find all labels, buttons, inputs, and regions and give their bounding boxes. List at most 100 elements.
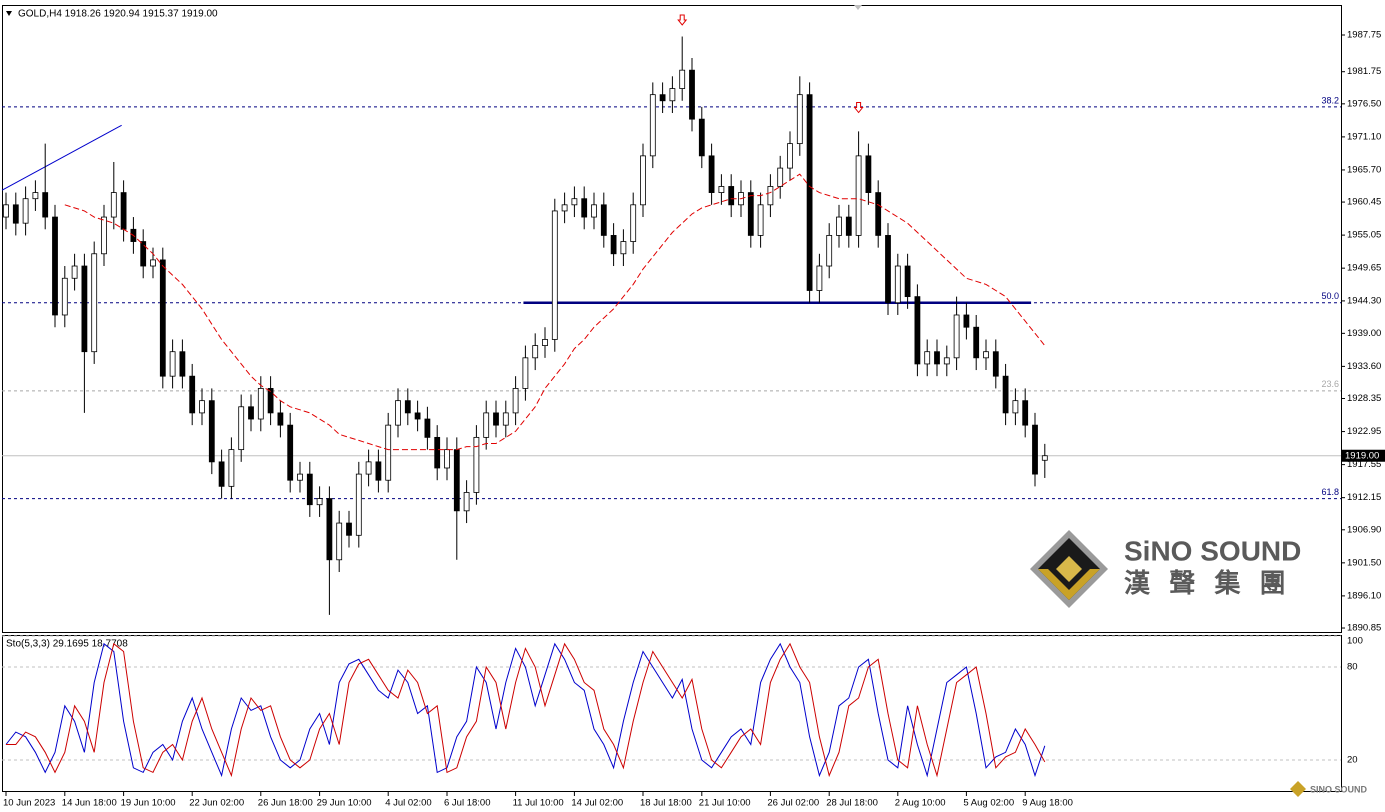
candle-body [904, 265, 911, 298]
main-panel [2, 5, 1342, 633]
fib-label: 23.6 [1321, 379, 1339, 389]
candle-body [395, 400, 401, 426]
candle-body [110, 192, 117, 218]
y-tick-label: 1971.10 [1347, 131, 1381, 142]
candle-body [561, 204, 568, 212]
fib-label: 38.2 [1321, 95, 1339, 105]
logo: SiNO SOUND 漢 聲 集 團 [1030, 530, 1301, 608]
candle-body [120, 192, 127, 230]
candle-body [600, 204, 607, 236]
candle-body [1041, 455, 1048, 461]
candle-body [845, 216, 852, 236]
candle-body [42, 192, 49, 218]
candle-body [885, 235, 891, 304]
watermark: SINO SOUND [1310, 784, 1368, 794]
x-tick-label: 26 Jun 18:00 [258, 798, 313, 809]
candle-body [767, 186, 774, 206]
candle-body [708, 155, 715, 193]
candle-body [816, 265, 823, 291]
candle-body [150, 259, 156, 267]
collapse-icon[interactable] [6, 11, 12, 16]
candle-body [502, 412, 509, 426]
y-tick-label: 1960.45 [1347, 197, 1381, 208]
candle-body [1032, 424, 1038, 475]
candle-body [953, 314, 960, 359]
indicator-title: Sto(5,3,3) 29.1695 18.7708 [6, 639, 128, 650]
candle-body [943, 357, 950, 365]
x-tick-label: 5 Aug 02:00 [963, 798, 1014, 809]
candle-body [483, 412, 490, 438]
fib-label: 50.0 [1321, 291, 1339, 301]
x-tick-label: 2 Aug 10:00 [895, 798, 946, 809]
candle-body [718, 186, 725, 193]
candle-body [796, 94, 803, 145]
x-tick-label: 18 Jul 18:00 [640, 798, 692, 809]
y-tick-label: 1933.60 [1347, 361, 1381, 372]
current-price-box [1342, 449, 1385, 462]
candle-body [894, 265, 901, 304]
candle-body [12, 204, 19, 224]
moving-average [64, 173, 1046, 451]
y-tick-label: 1922.95 [1347, 426, 1381, 437]
candle-body [963, 314, 970, 328]
y-tick-label: 1976.50 [1347, 98, 1381, 109]
y-tick-label: 1949.65 [1347, 263, 1381, 274]
stoch-line [6, 642, 1046, 778]
y-tick-label: 1906.90 [1347, 524, 1381, 535]
candle-body [542, 339, 548, 346]
y-tick-label: 1928.35 [1347, 393, 1381, 404]
x-tick-label: 6 Jul 18:00 [444, 798, 490, 809]
x-tick-label: 14 Jun 18:00 [62, 798, 117, 809]
candle-body [257, 388, 264, 420]
candle-body [493, 412, 499, 426]
candle-body [924, 351, 931, 365]
y-tick-label: 1981.75 [1347, 66, 1381, 77]
candle-body [551, 210, 558, 340]
candle-body [532, 345, 539, 359]
x-tick-label: 11 Jul 10:00 [513, 798, 564, 809]
candle-body [238, 406, 245, 451]
candle-body [473, 436, 480, 493]
candle-body [1012, 400, 1019, 414]
candle-body [992, 351, 999, 377]
y-tick-label: 1912.15 [1347, 492, 1381, 503]
candle-body [346, 522, 352, 536]
candle-body [934, 351, 940, 365]
candle-body [287, 424, 294, 481]
candle-body [698, 118, 705, 157]
y-tick-label: 1890.85 [1347, 623, 1381, 634]
candle-body [463, 492, 470, 512]
candle-body [22, 198, 29, 224]
y-tick-label: 1944.30 [1347, 295, 1381, 306]
x-tick-label: 14 Jul 02:00 [571, 798, 623, 809]
candle-body [806, 94, 813, 291]
x-tick-label: 9 Aug 18:00 [1022, 798, 1073, 809]
candle-body [679, 69, 686, 89]
chart-title: GOLD,H4 1918.26 1920.94 1915.37 1919.00 [18, 9, 218, 20]
shift-marker [854, 5, 862, 10]
candle-body [61, 277, 68, 316]
y-tick-label: 1955.05 [1347, 230, 1381, 241]
candle-body [453, 449, 460, 512]
candle-body [52, 216, 58, 316]
candle-body [649, 94, 656, 157]
y-tick-label: 80 [1347, 662, 1358, 673]
fib-label: 61.8 [1321, 487, 1339, 497]
x-tick-label: 26 Jul 02:00 [767, 798, 819, 809]
candle-body [777, 167, 784, 187]
candle-body [591, 204, 597, 218]
candle-body [385, 424, 392, 481]
candle-body [365, 461, 372, 475]
candle-body [140, 241, 147, 267]
candle-body [630, 204, 637, 242]
candle-body [208, 400, 215, 463]
y-tick-label: 100 [1347, 636, 1363, 647]
x-tick-label: 21 Jul 10:00 [699, 798, 751, 809]
candle-body [218, 461, 225, 487]
candle-body [973, 326, 980, 359]
candle-body [169, 351, 176, 377]
candle-body [32, 192, 39, 200]
candle-body [610, 235, 617, 255]
trendline [1, 124, 122, 191]
